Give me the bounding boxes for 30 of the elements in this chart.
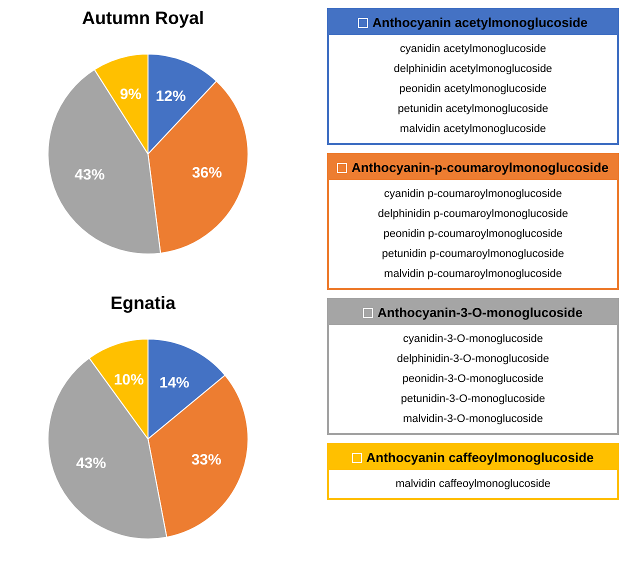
text: peonidin-3-O-monoglucoside bbox=[402, 373, 544, 385]
text: delphinidin p-coumaroylmonoglucoside bbox=[378, 208, 568, 220]
text: malvidin caffeoylmonoglucoside bbox=[395, 478, 551, 490]
legend-label: Anthocyanin-3-O-monoglucoside bbox=[377, 305, 583, 320]
text: petunidin p-coumaroylmonoglucoside bbox=[382, 248, 564, 260]
data-label: 33% bbox=[191, 452, 222, 468]
text: cyanidin p-coumaroylmonoglucoside bbox=[384, 188, 562, 200]
text: delphinidin-3-O-monoglucoside bbox=[396, 353, 550, 365]
legend-label: Anthocyanin acetylmonoglucoside bbox=[372, 15, 588, 30]
data-label: 9% bbox=[120, 86, 142, 103]
text: petunidin-3-O-monoglucoside bbox=[400, 393, 546, 405]
text: petunidin acetylmonoglucoside bbox=[398, 103, 548, 115]
data-label: 43% bbox=[74, 166, 105, 184]
text: malvidin p-coumaroylmonoglucoside bbox=[384, 268, 562, 280]
text: malvidin-3-O-monoglucoside bbox=[402, 413, 543, 425]
chart-title: Autumn Royal bbox=[80, 8, 205, 30]
data-label: 43% bbox=[76, 455, 106, 472]
text: peonidin acetylmonoglucoside bbox=[399, 83, 547, 95]
data-label: 12% bbox=[156, 88, 186, 105]
text: malvidin acetylmonoglucoside bbox=[400, 123, 546, 135]
text: delphinidin acetylmonoglucoside bbox=[394, 63, 552, 75]
text: cyanidin acetylmonoglucoside bbox=[400, 43, 546, 55]
text: peonidin p-coumaroylmonoglucoside bbox=[383, 228, 563, 240]
chart-title: Egnatia bbox=[109, 293, 177, 315]
text: cyanidin-3-O-monoglucoside bbox=[402, 333, 543, 345]
data-label: 14% bbox=[159, 374, 190, 392]
legend-label: Anthocyanin-p-coumaroylmonoglucoside bbox=[351, 160, 609, 175]
data-label: 36% bbox=[192, 164, 222, 182]
legend-label: Anthocyanin caffeoylmonoglucoside bbox=[366, 450, 594, 465]
data-label: 10% bbox=[114, 372, 144, 389]
